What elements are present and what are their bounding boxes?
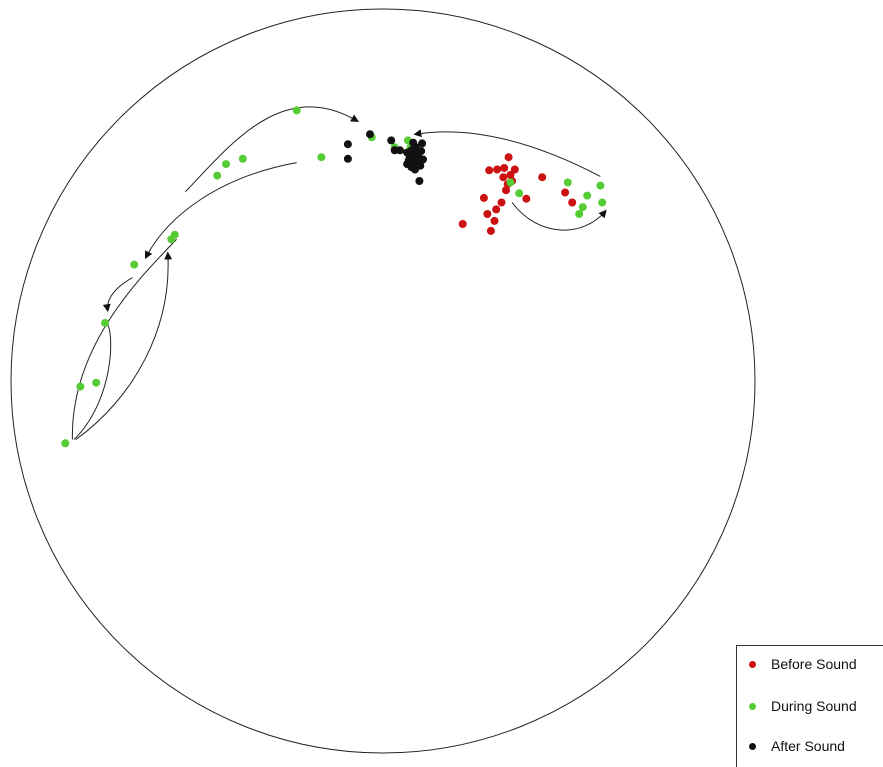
trajectory-0 <box>413 129 601 177</box>
point-before-sound-20 <box>568 198 577 207</box>
point-before-sound-18 <box>538 173 547 182</box>
point-during-sound-8 <box>222 160 230 169</box>
point-before-sound-2 <box>486 226 495 235</box>
point-after-sound-5 <box>396 146 404 155</box>
point-before-sound-0 <box>458 220 467 228</box>
legend-entry-before: Before Sound <box>749 656 857 672</box>
point-after-sound-24 <box>411 143 420 152</box>
point-before-sound-16 <box>502 186 510 195</box>
trajectory-5 <box>75 251 173 440</box>
trajectory-3 <box>144 162 297 260</box>
legend-marker-after <box>749 742 756 750</box>
legend-label-before: Before Sound <box>771 656 857 672</box>
trajectory-1 <box>511 202 607 231</box>
point-during-sound-6 <box>170 230 179 239</box>
point-after-sound-3 <box>387 136 396 145</box>
legend-marker-before <box>749 660 756 668</box>
point-during-sound-3 <box>101 318 110 327</box>
point-during-sound-22 <box>596 181 605 190</box>
point-before-sound-10 <box>504 153 513 162</box>
point-during-sound-21 <box>583 191 592 200</box>
legend-label-after: After Sound <box>771 738 845 754</box>
point-before-sound-11 <box>510 165 519 174</box>
point-before-sound-12 <box>506 170 515 179</box>
point-during-sound-19 <box>578 203 587 212</box>
plot-boundary-circle <box>10 8 756 754</box>
point-before-sound-19 <box>561 188 570 197</box>
point-before-sound-6 <box>497 198 506 207</box>
point-before-sound-13 <box>499 173 508 182</box>
point-during-sound-4 <box>130 260 139 269</box>
point-during-sound-17 <box>515 189 524 198</box>
point-after-sound-16 <box>419 155 427 164</box>
trajectory-7 <box>73 321 112 440</box>
point-after-sound-2 <box>366 130 374 139</box>
point-during-sound-2 <box>92 378 101 387</box>
point-before-sound-17 <box>522 194 531 203</box>
point-during-sound-10 <box>292 106 301 115</box>
legend-entry-during: During Sound <box>749 698 857 714</box>
point-during-sound-9 <box>238 154 247 163</box>
point-during-sound-11 <box>317 153 326 162</box>
point-after-sound-0 <box>343 140 352 149</box>
trajectory-6 <box>71 238 177 440</box>
legend-marker-during <box>749 702 756 710</box>
point-before-sound-5 <box>492 205 501 214</box>
legend-label-during: During Sound <box>771 698 857 714</box>
point-before-sound-4 <box>483 210 492 218</box>
trajectory-layer <box>71 106 607 440</box>
points-layer <box>61 106 607 448</box>
point-after-sound-23 <box>404 156 413 165</box>
point-during-sound-1 <box>76 382 85 391</box>
legend: Before Sound During Sound After Sound <box>736 645 883 767</box>
point-during-sound-23 <box>598 198 607 207</box>
point-before-sound-3 <box>490 216 499 225</box>
point-before-sound-8 <box>493 165 502 174</box>
point-after-sound-1 <box>343 154 352 163</box>
point-during-sound-20 <box>575 210 584 218</box>
point-during-sound-0 <box>61 439 70 448</box>
point-before-sound-1 <box>479 193 488 202</box>
legend-entry-after: After Sound <box>749 738 845 754</box>
point-during-sound-18 <box>563 178 572 187</box>
point-after-sound-15 <box>418 139 427 148</box>
point-after-sound-21 <box>415 177 424 185</box>
point-before-sound-7 <box>485 166 494 175</box>
point-during-sound-7 <box>213 171 222 180</box>
point-during-sound-16 <box>506 178 515 187</box>
trajectory-2 <box>185 106 359 193</box>
trajectory-4 <box>102 277 133 313</box>
point-before-sound-9 <box>500 164 509 172</box>
